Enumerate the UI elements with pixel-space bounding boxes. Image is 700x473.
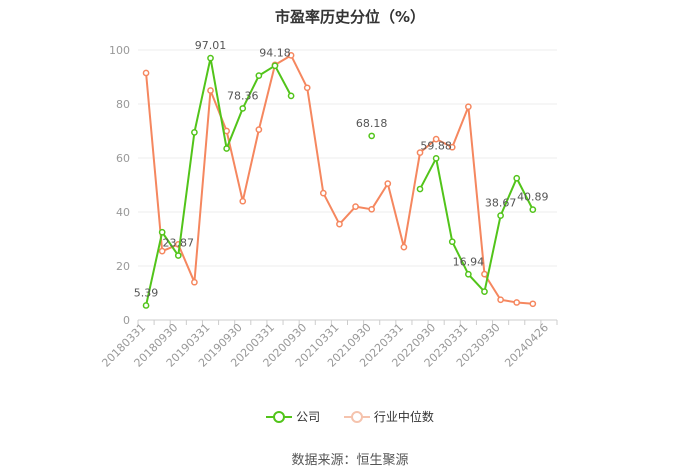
data-point-industry xyxy=(336,220,343,228)
data-point-company xyxy=(497,212,504,219)
data-point-company xyxy=(416,185,424,193)
data-point-company xyxy=(432,154,440,162)
y-tick-label: 100 xyxy=(109,44,130,57)
y-tick-label: 20 xyxy=(116,260,130,273)
y-tick-label: 40 xyxy=(116,206,130,219)
data-point-company xyxy=(529,206,537,213)
y-tick-label: 60 xyxy=(116,152,130,165)
data-point-company xyxy=(368,132,376,140)
data-point-industry xyxy=(239,197,247,205)
data-point-industry xyxy=(207,87,214,94)
data-label: 23.87 xyxy=(163,237,195,250)
data-point-company xyxy=(239,105,247,112)
grid-layer xyxy=(138,49,557,267)
data-label: 16.94 xyxy=(453,255,485,268)
x-tick-label: 20240426 xyxy=(502,321,551,370)
data-point-company xyxy=(207,54,214,62)
data-point-industry xyxy=(368,205,376,213)
data-label: 40.89 xyxy=(517,191,549,204)
data-label: 59.88 xyxy=(420,139,452,152)
data-source: 数据来源：恒生聚源 xyxy=(291,453,409,468)
legend-label-company: 公司 xyxy=(296,410,321,424)
data-label: 97.01 xyxy=(195,39,227,52)
data-point-industry xyxy=(303,84,311,92)
data-point-industry xyxy=(513,299,521,306)
data-point-industry xyxy=(352,203,359,210)
data-point-industry xyxy=(384,180,392,187)
legend-marker-company xyxy=(266,410,293,424)
label-layer: 5.39 23.87 97.01 78.36 94.18 68.18 59.88 16.94 3… xyxy=(134,39,549,299)
data-point-company xyxy=(255,72,263,80)
data-point-industry xyxy=(481,270,488,278)
data-point-industry xyxy=(529,300,537,308)
data-point-industry xyxy=(191,278,198,286)
data-label: 5.39 xyxy=(134,286,159,299)
data-point-industry xyxy=(158,247,166,255)
data-point-industry xyxy=(448,143,456,151)
data-point-industry xyxy=(287,52,295,59)
data-point-company xyxy=(174,252,182,259)
data-point-company xyxy=(448,238,456,246)
data-point-company xyxy=(465,270,472,278)
data-point-company xyxy=(513,174,521,182)
data-point-industry xyxy=(416,149,424,156)
data-point-industry xyxy=(255,126,263,133)
data-point-industry xyxy=(497,296,504,304)
chart-title: 市盈率历史分位（%） xyxy=(274,8,426,26)
y-tick-label: 80 xyxy=(116,98,130,111)
y-tick-label: 0 xyxy=(123,314,130,327)
data-point-company xyxy=(287,92,295,100)
series-line-company xyxy=(145,57,534,306)
data-point-industry xyxy=(400,243,408,251)
data-point-industry xyxy=(142,69,150,77)
data-label: 38.67 xyxy=(485,197,517,210)
data-point-industry xyxy=(432,135,440,143)
data-label: 68.18 xyxy=(356,117,388,130)
data-label: 78.36 xyxy=(227,89,259,102)
data-point-company xyxy=(191,129,198,136)
legend-item-company[interactable]: 公司 xyxy=(266,408,320,425)
legend-item-industry[interactable]: 行业中位数 xyxy=(343,408,434,425)
data-label: 94.18 xyxy=(259,47,291,60)
series-layer xyxy=(142,52,537,309)
legend-marker-industry xyxy=(343,410,370,424)
data-point-company xyxy=(481,288,488,295)
data-point-company xyxy=(158,228,166,236)
data-point-company xyxy=(223,145,230,152)
data-point-company xyxy=(271,62,279,70)
legend-label-industry: 行业中位数 xyxy=(373,410,434,424)
data-point-company xyxy=(142,302,150,309)
legend: 公司 行业中位数 xyxy=(0,408,700,427)
data-point-industry xyxy=(465,103,472,111)
data-point-industry xyxy=(319,189,327,197)
